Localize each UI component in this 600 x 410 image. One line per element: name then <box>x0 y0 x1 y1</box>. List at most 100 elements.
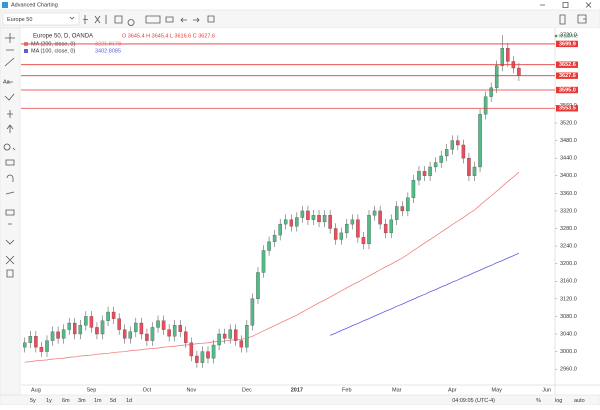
candle-body <box>483 96 488 115</box>
toolbar <box>0 9 600 29</box>
moving-average-line <box>24 171 520 363</box>
candle-body <box>489 87 493 97</box>
price-level-label: 3553.5 <box>559 106 576 112</box>
candle-body <box>300 210 305 218</box>
candle-body <box>361 237 366 245</box>
text-tool[interactable]: Aa <box>3 79 11 85</box>
range-button[interactable]: 1m <box>94 398 102 404</box>
candle-body <box>145 333 149 341</box>
candle-body <box>111 311 116 319</box>
x-tick-label: 2017 <box>291 387 303 393</box>
candle-body <box>250 298 255 326</box>
moving-average-line <box>329 252 520 336</box>
candle-body <box>45 340 49 352</box>
candle-body <box>461 144 466 159</box>
candle-body <box>134 322 138 332</box>
symbol-box[interactable] <box>2 12 80 26</box>
ohlc-readout: O 3645.4 H 3645.4 L 3616.6 C 3627.6 <box>122 33 215 39</box>
status: realtime <box>558 33 578 39</box>
candle-body <box>28 336 33 343</box>
candle-body <box>422 171 427 176</box>
chart-pane <box>21 28 600 395</box>
price-level-label: 3595.0 <box>559 87 576 93</box>
candle-body <box>139 322 144 335</box>
candle-body <box>78 325 83 335</box>
candle-body <box>406 197 410 212</box>
y-tick-label: 3120.0 <box>560 296 577 302</box>
legend-label: MA (100, close, 0) <box>31 48 75 54</box>
candle-body <box>433 162 438 168</box>
candle-body <box>189 342 194 357</box>
candle-body <box>228 329 232 339</box>
candle-body <box>306 210 310 220</box>
candle-body <box>217 333 221 346</box>
range-button[interactable]: 1d <box>126 398 132 404</box>
candle-body <box>494 65 499 88</box>
candle-body <box>106 311 110 321</box>
range-button[interactable]: 1y <box>46 398 52 404</box>
y-tick-label: 3240.0 <box>560 244 577 250</box>
app-icon <box>2 2 8 8</box>
candle-body <box>156 320 160 328</box>
candle-body <box>167 329 171 337</box>
candle-body <box>23 342 27 348</box>
scale-button[interactable]: auto <box>574 398 585 404</box>
candle-body <box>206 351 210 359</box>
legend-value: 3402.8085 <box>95 48 121 54</box>
candle-body <box>506 48 510 62</box>
candle-body <box>417 171 421 181</box>
x-tick-label: Aug <box>31 387 41 393</box>
x-tick-label: Oct <box>143 387 152 393</box>
candle-body <box>56 331 60 339</box>
candle-body <box>350 219 355 225</box>
range-button[interactable]: 5d <box>110 398 116 404</box>
candle-body <box>39 347 44 352</box>
candle-body <box>345 223 349 234</box>
range-button[interactable]: 3m <box>78 398 86 404</box>
y-tick-label: 3480.0 <box>560 138 577 144</box>
x-tick-label: Nov <box>186 387 196 393</box>
y-tick-label: 3000.0 <box>560 349 577 355</box>
price-level-tag <box>556 40 578 48</box>
candle-body <box>200 351 205 363</box>
y-tick-label: 2960.0 <box>560 367 577 373</box>
candle-body <box>444 149 449 157</box>
candle-body <box>234 329 238 341</box>
y-tick-label: 3320.0 <box>560 208 577 214</box>
window-controls[interactable] <box>540 2 592 8</box>
candle-body <box>411 179 416 198</box>
candle-body <box>317 215 321 223</box>
scale-button[interactable]: log <box>555 398 562 404</box>
price-level-tag <box>556 86 578 94</box>
candle-body <box>72 322 77 335</box>
toolbar-right-icons[interactable] <box>559 14 587 25</box>
y-tick-label: 3200.0 <box>560 261 577 267</box>
status-dot <box>554 34 558 38</box>
candle-body <box>195 355 199 363</box>
candle-body <box>395 206 399 220</box>
candle-body <box>222 333 227 339</box>
candle-body <box>289 219 294 227</box>
scale-button[interactable]: % <box>536 398 541 404</box>
legend-swatch <box>24 49 28 53</box>
price-level-label: 3652.6 <box>559 62 576 68</box>
x-tick-label: Sep <box>87 387 97 393</box>
candle-body <box>61 329 66 339</box>
y-tick-label: 3520.0 <box>560 120 577 126</box>
candle-body <box>389 219 393 234</box>
drawing-tools[interactable] <box>3 33 16 278</box>
y-tick-label: 3720.0 <box>560 33 577 39</box>
candle-body <box>178 325 182 332</box>
range-button[interactable]: 5y <box>30 398 36 404</box>
window-title: Advanced Charting <box>11 2 58 8</box>
x-tick-label: Mar <box>392 387 402 393</box>
indicators <box>24 171 520 363</box>
symbol-input[interactable]: Europe 50 <box>7 17 32 23</box>
toolbar-icons[interactable] <box>69 15 215 26</box>
range-button[interactable]: 6m <box>62 398 70 404</box>
legend-label: MA (200, close, 0) <box>31 41 75 47</box>
candle-body <box>34 336 38 348</box>
y-tick-label: 3280.0 <box>560 226 577 232</box>
candle-body <box>211 344 216 359</box>
